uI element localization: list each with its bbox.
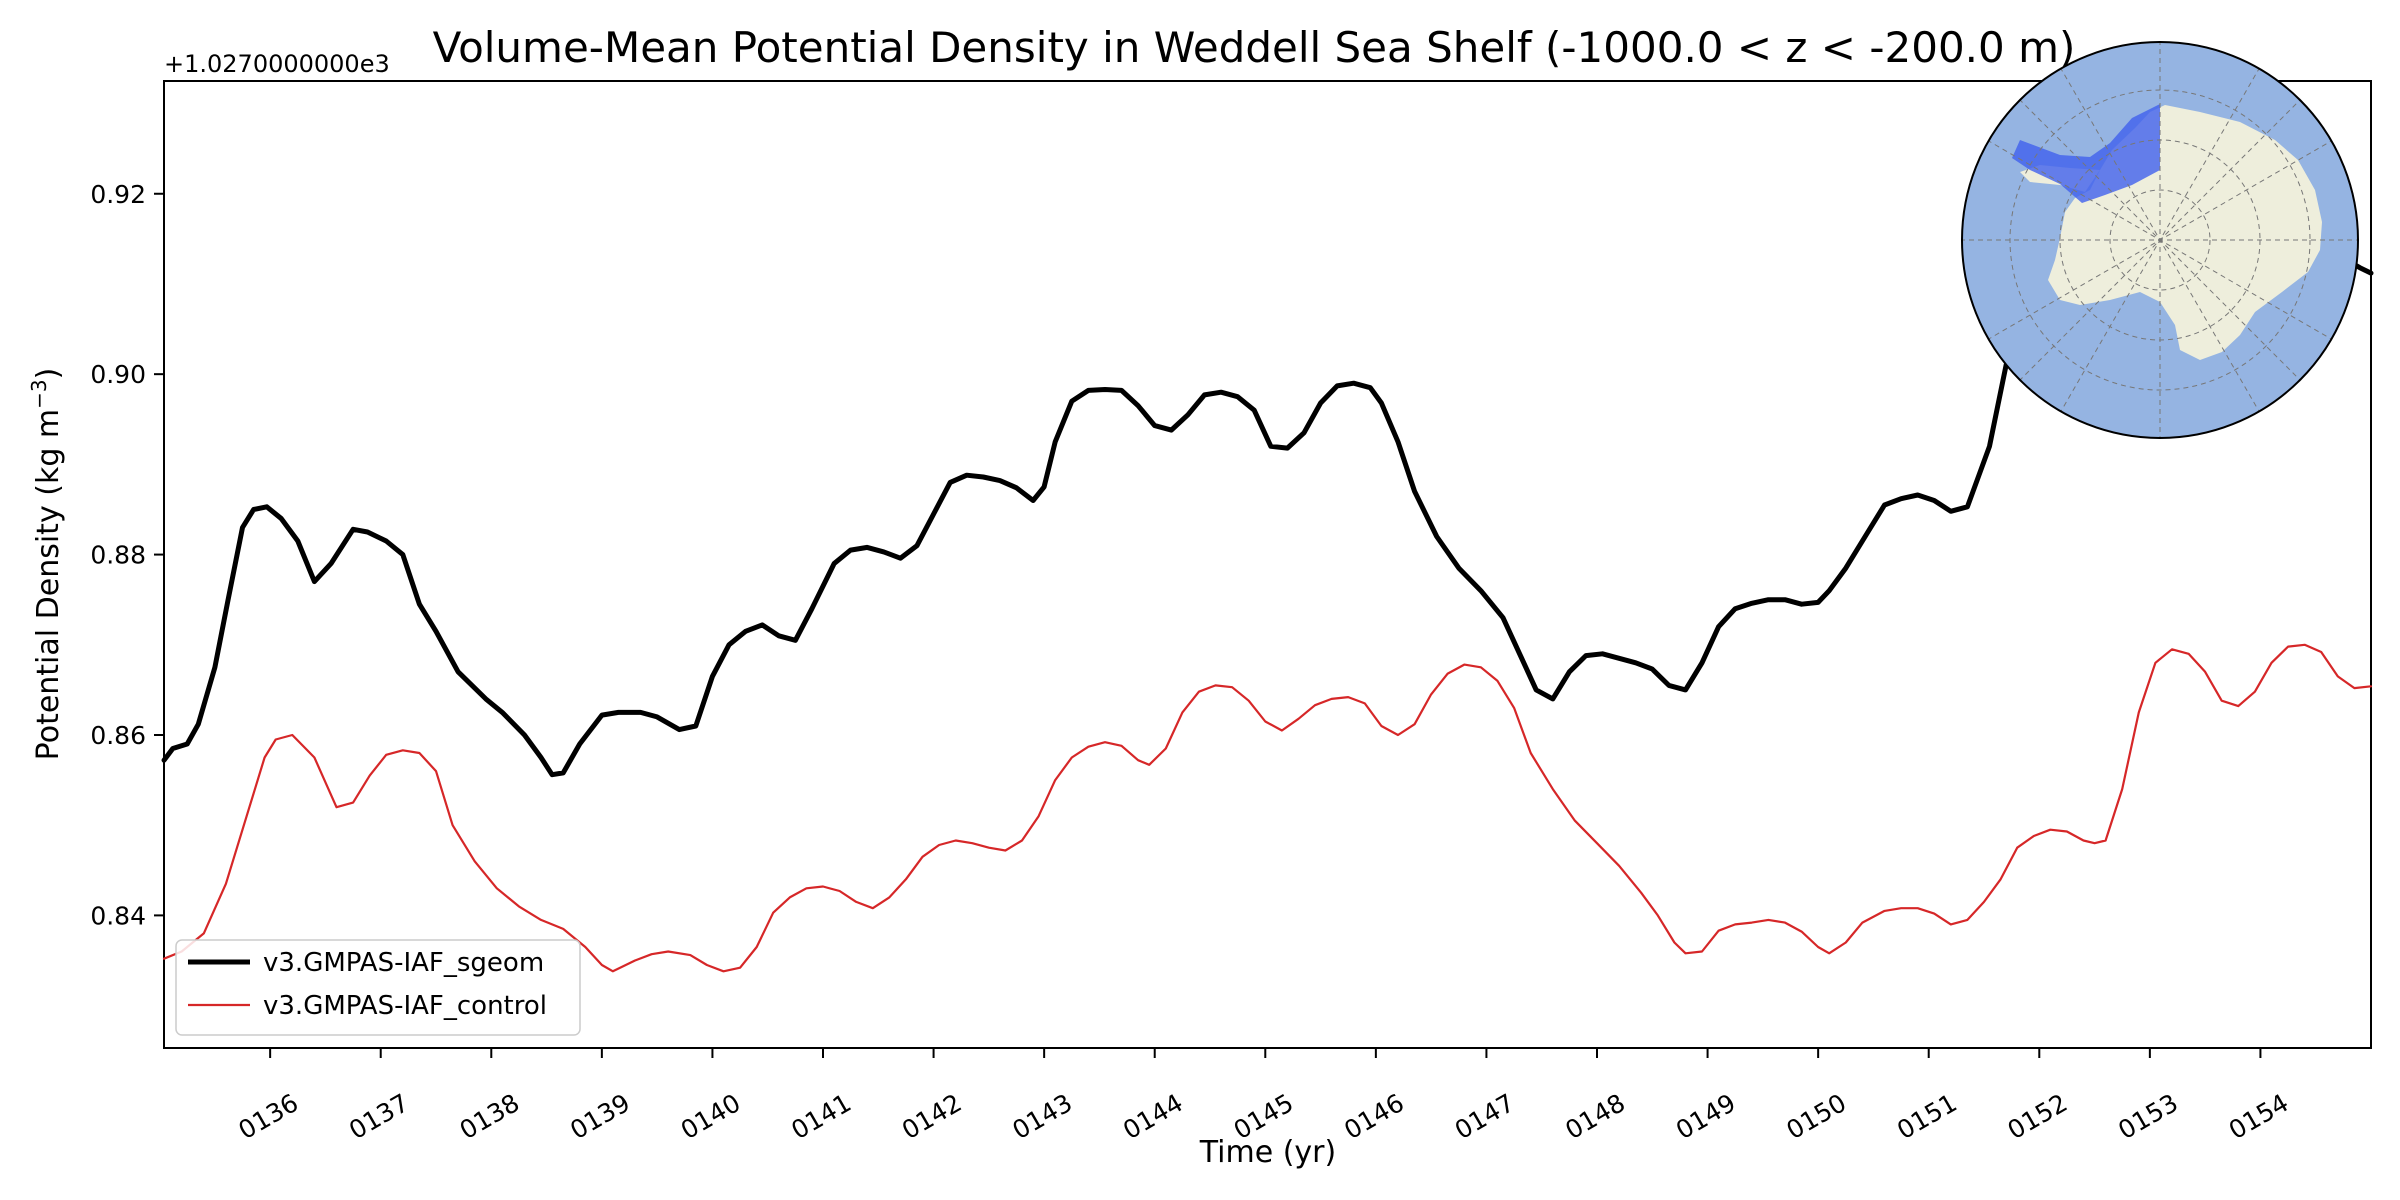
legend-label-sgeom: v3.GMPAS-IAF_sgeom <box>263 948 544 978</box>
x-axis-label: Time (yr) <box>1199 1135 1336 1170</box>
x-tick-label: 0144 <box>1118 1088 1188 1145</box>
x-tick-label: 0142 <box>897 1088 967 1145</box>
legend-box <box>175 939 581 1036</box>
y-tick-label: 0.84 <box>90 901 146 930</box>
x-tick-label: 0141 <box>786 1088 856 1145</box>
map-latitude-ring <box>2109 189 2211 291</box>
x-tick-label: 0153 <box>2113 1088 2183 1145</box>
chart-title: Volume-Mean Potential Density in Weddell… <box>433 23 2076 72</box>
x-tick-label: 0149 <box>1671 1088 1741 1145</box>
x-tick-label: 0137 <box>344 1088 414 1145</box>
map-border <box>1961 41 2359 439</box>
x-tick-label: 0150 <box>1782 1088 1852 1145</box>
plot-area <box>163 80 2372 1049</box>
map-meridian <box>1986 139 2334 341</box>
y-axis-label: Potential Density (kg m−3) <box>27 368 66 761</box>
map-weddell-region <box>2012 104 2160 203</box>
legend-label-control: v3.GMPAS-IAF_control <box>263 991 547 1021</box>
x-tick-label: 0139 <box>565 1088 635 1145</box>
x-tick-label: 0151 <box>1892 1088 1962 1145</box>
x-tick-label: 0146 <box>1339 1088 1409 1145</box>
x-tick-label: 0140 <box>676 1088 746 1145</box>
y-axis-label-sup: −3 <box>27 379 51 408</box>
y-axis-label-end: ) <box>31 368 66 380</box>
x-tick-label: 0143 <box>1008 1088 1078 1145</box>
x-tick-label: 0138 <box>455 1088 525 1145</box>
x-tick-label: 0152 <box>2003 1088 2073 1145</box>
inset-map <box>1961 41 2359 439</box>
x-tick-label: 0148 <box>1560 1088 1630 1145</box>
y-axis-label-main: Potential Density (kg m <box>31 409 66 760</box>
legend: v3.GMPAS-IAF_sgeom v3.GMPAS-IAF_control <box>175 939 581 1036</box>
x-tick-label: 0154 <box>2224 1088 2294 1145</box>
y-axis: 0.84 0.86 0.88 0.90 0.92 <box>90 180 164 930</box>
y-tick-label: 0.86 <box>90 721 146 750</box>
y-tick-label: 0.88 <box>90 541 146 570</box>
x-tick-label: 0147 <box>1450 1088 1520 1145</box>
y-offset-label: +1.0270000000e3 <box>164 50 390 78</box>
plot-frame <box>163 80 2372 1049</box>
x-tick-label: 0136 <box>234 1088 304 1145</box>
y-tick-label: 0.90 <box>90 360 146 389</box>
series-line-control <box>162 643 2373 973</box>
x-axis: 0136 0137 0138 0139 0140 0141 0142 0143 0144 0145… <box>234 1048 2294 1145</box>
y-tick-label: 0.92 <box>90 180 146 209</box>
